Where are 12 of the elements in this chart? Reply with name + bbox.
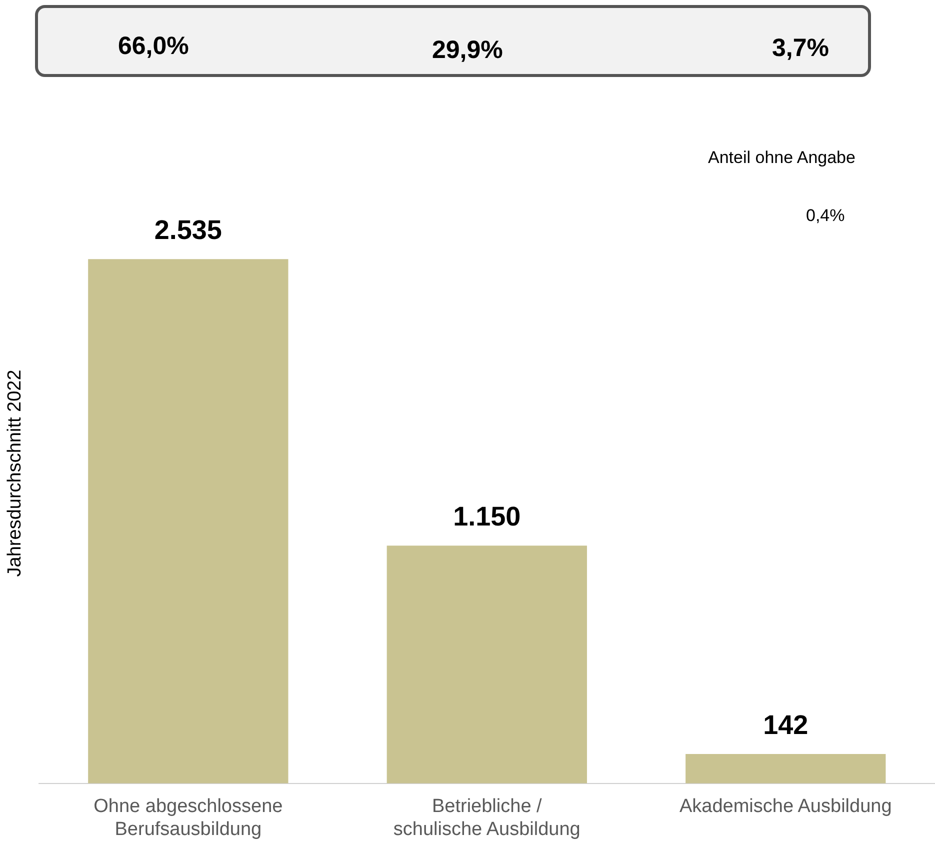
text: 0,4% [806, 206, 845, 226]
text: 3,7% [772, 34, 829, 63]
text: 66,0% [118, 32, 189, 61]
data-label: 2.535 [154, 215, 222, 246]
x-tick-label: Betriebliche / schulische Ausbildung [393, 796, 580, 840]
text: 29,9% [432, 36, 503, 65]
data-label: 142 [763, 710, 808, 740]
text: Anteil ohne Angabe [708, 148, 856, 168]
x-tick-label: Akademische Ausbildung [679, 796, 892, 818]
data-label: 1.150 [453, 502, 521, 532]
x-tick-label: Ohne abgeschlossene Berufsausbildung [94, 796, 283, 840]
y-axis-title: Jahresdurchschnitt 2022 [4, 370, 26, 577]
